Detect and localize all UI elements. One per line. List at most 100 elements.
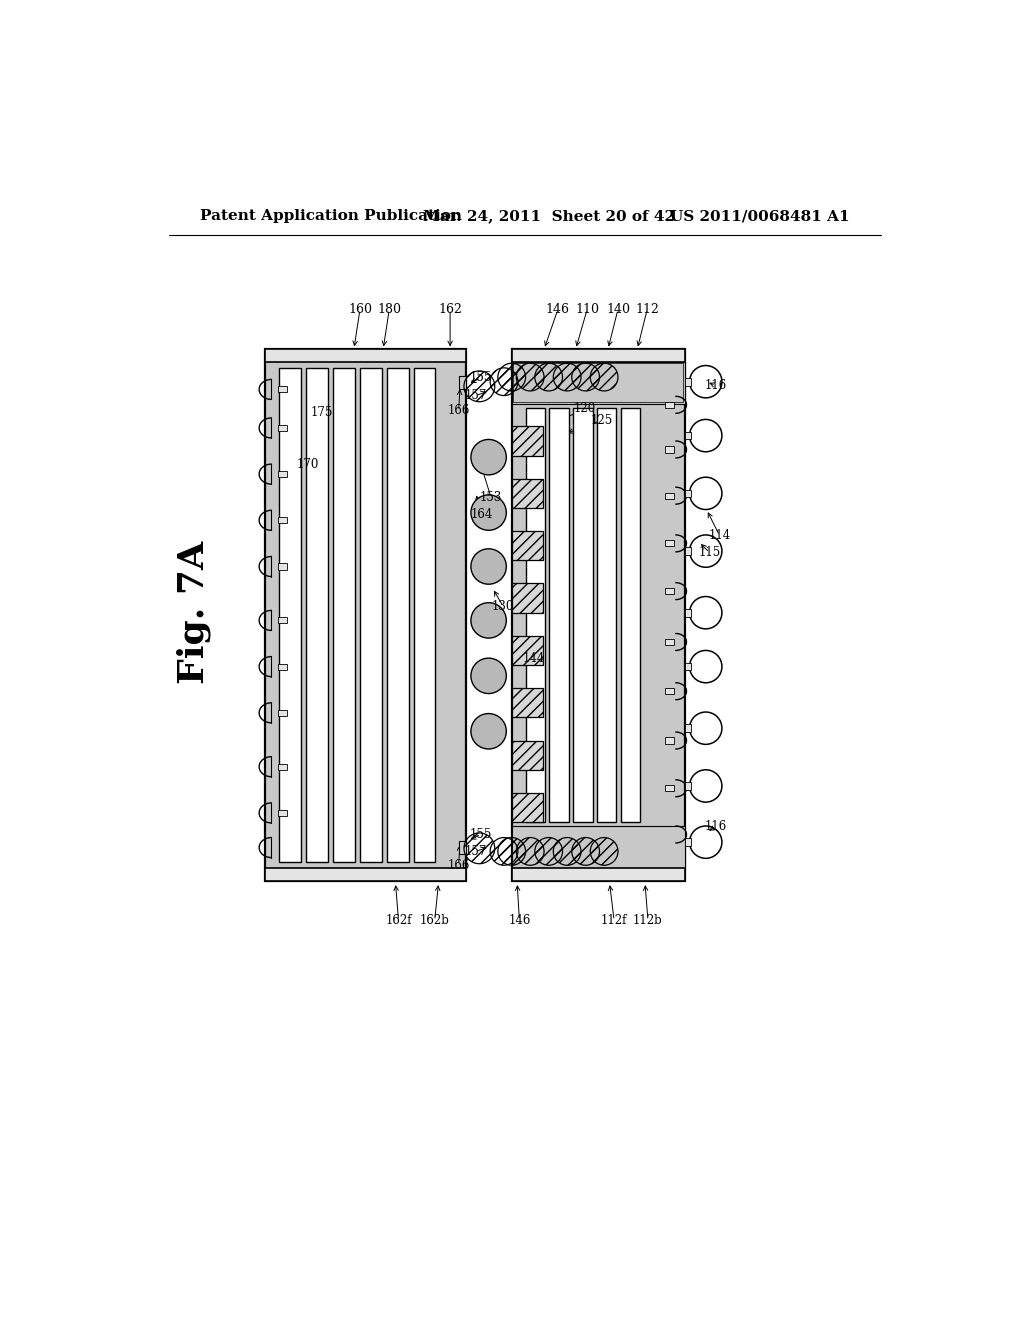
Circle shape [689,366,722,397]
Bar [265,350,466,880]
Bar [665,401,674,408]
Text: 146: 146 [546,302,570,315]
Bar [597,408,616,822]
Bar [414,368,435,862]
Bar [278,387,287,392]
Bar [512,636,543,665]
Text: Mar. 24, 2011  Sheet 20 of 42: Mar. 24, 2011 Sheet 20 of 42 [423,209,675,223]
Text: 110: 110 [575,302,599,315]
Bar [512,531,543,560]
Text: 116: 116 [705,379,727,392]
Bar [512,688,543,718]
Bar [512,362,685,404]
Circle shape [689,420,722,451]
Text: 140: 140 [606,302,630,315]
Bar [265,869,466,880]
Bar [278,763,287,770]
Bar [685,378,691,385]
Bar [665,446,674,453]
Circle shape [471,659,506,693]
Text: 162b: 162b [420,915,450,927]
Bar [512,350,685,362]
Text: 175: 175 [310,407,333,418]
Bar [278,425,287,430]
Bar [360,368,382,862]
Bar [685,490,691,498]
Bar [512,869,685,880]
Text: US 2011/0068481 A1: US 2011/0068481 A1 [670,209,849,223]
Bar [333,368,354,862]
Bar [685,548,691,554]
Text: 170: 170 [297,458,318,471]
Bar [512,583,543,612]
Bar [685,781,691,789]
Circle shape [471,495,506,531]
Bar [665,589,674,594]
Bar [525,408,545,822]
Text: 112: 112 [635,302,659,315]
Bar [512,741,543,770]
Text: 157: 157 [464,389,486,403]
Circle shape [689,597,722,628]
Bar [573,408,593,822]
Circle shape [689,711,722,744]
Bar [685,838,691,846]
Bar [459,376,466,389]
Text: 164: 164 [470,508,493,520]
Bar [278,710,287,715]
Bar [278,517,287,523]
Bar [512,426,543,455]
Bar [278,664,287,669]
Bar [306,368,328,862]
Bar [278,618,287,623]
Bar [512,826,685,869]
Text: 162: 162 [438,302,462,315]
Bar [459,841,466,854]
Bar [665,639,674,645]
Bar [665,688,674,694]
Text: 162f: 162f [385,915,412,927]
Bar [665,540,674,546]
Bar [265,350,466,362]
Text: 112f: 112f [601,915,628,927]
Circle shape [471,603,506,638]
Text: 146: 146 [508,915,530,927]
Bar [512,350,685,880]
Text: 155: 155 [470,828,493,841]
Circle shape [471,714,506,748]
Circle shape [689,478,722,510]
Text: 160: 160 [348,302,372,315]
Text: 112b: 112b [633,915,663,927]
Bar [387,368,409,862]
Bar [665,738,674,743]
Text: 114: 114 [709,529,731,543]
Bar [621,408,640,822]
Bar [278,564,287,570]
Bar [280,368,301,862]
Text: 115: 115 [698,546,721,560]
Text: 125: 125 [591,413,613,426]
Bar [685,609,691,616]
Bar [685,725,691,733]
Text: Patent Application Publication: Patent Application Publication [200,209,462,223]
Bar [278,471,287,477]
Circle shape [689,535,722,568]
Bar [685,432,691,440]
Text: 120: 120 [573,403,596,416]
Bar [550,408,568,822]
Bar [665,492,674,499]
Text: 166: 166 [447,404,470,417]
Circle shape [689,770,722,803]
Circle shape [471,440,506,475]
Text: 157: 157 [464,845,486,858]
Text: 166: 166 [447,859,470,871]
Bar [685,663,691,671]
Circle shape [689,826,722,858]
Bar [513,363,683,401]
Bar [512,793,543,822]
Text: 116: 116 [705,820,727,833]
Text: 155: 155 [470,371,493,384]
Circle shape [471,549,506,585]
Bar [512,479,543,508]
Text: 130: 130 [493,601,514,612]
